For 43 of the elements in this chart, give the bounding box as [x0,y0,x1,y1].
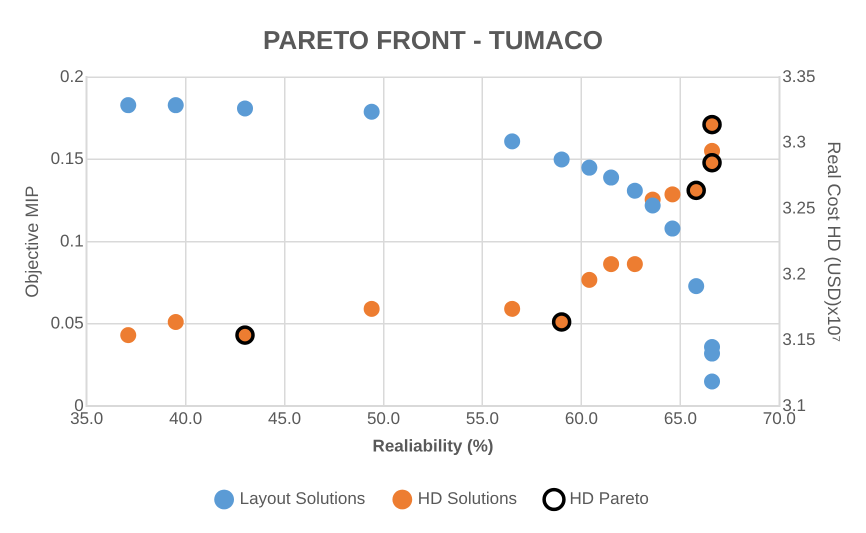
legend-label: HD Solutions [418,489,518,508]
x-tick-label: 55.0 [466,409,500,428]
y2-tick-label: 3.35 [782,66,816,86]
point [504,300,520,317]
y2-tick-label: 3.15 [782,330,816,350]
x-tick-label: 45.0 [268,409,302,428]
y-tick-label: 0.1 [60,231,84,250]
y2-axis-title: Real Cost HD (USD)x10⁷ [824,141,844,342]
legend-label: Layout Solutions [240,489,366,508]
point [120,327,136,344]
x-tick-label: 40.0 [169,409,202,428]
y-tick-label: 0.2 [60,66,84,86]
x-tick-label: 60.0 [564,409,598,428]
point [581,272,598,288]
point [554,151,570,168]
point [603,256,620,272]
x-axis-title: Realiability (%) [372,436,494,456]
point [626,256,643,272]
point [603,170,620,186]
legend-label: HD Pareto [570,489,649,508]
x-tick-label: 65.0 [664,409,697,428]
point [168,314,184,330]
y2-tick-label: 3.3 [782,132,806,152]
point [364,104,380,120]
point [237,100,253,116]
point [168,97,184,114]
point [364,300,380,317]
point [688,278,704,294]
point [626,182,643,199]
point [120,97,136,114]
point [644,198,661,214]
point [664,186,680,202]
y2-tick-label: 3.2 [782,264,806,284]
point [581,160,598,176]
chart-title: PARETO FRONT - TUMACO [263,24,603,55]
y-tick-label: 0.15 [50,149,84,168]
y2-tick-label: 3.25 [782,198,816,218]
y-axis-title: Objective MIP [22,186,42,298]
point [664,220,680,237]
point [504,133,520,150]
x-tick-label: 50.0 [366,409,400,428]
point [704,374,720,390]
y-tick-label: 0.05 [50,314,84,333]
